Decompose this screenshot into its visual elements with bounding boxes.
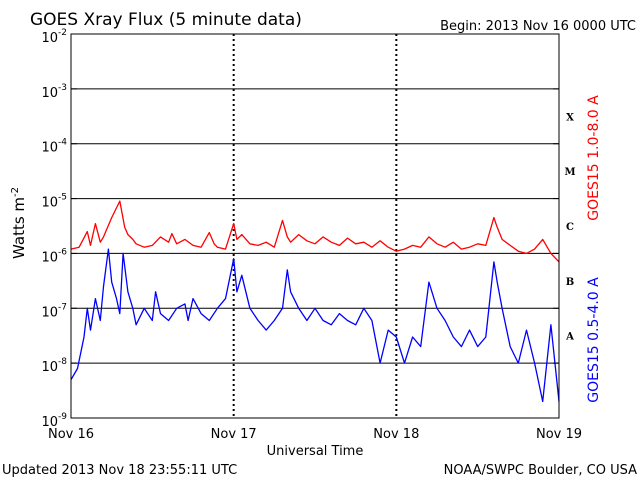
y-tick-mantissa: 10 [41,305,58,320]
y-tick-label: 10-5 [41,193,67,211]
y-tick-label: 10-7 [41,302,67,320]
y-axis-label-exp: -2 [10,187,21,197]
x-tick-label: Nov 16 [48,427,94,442]
y-tick-exponent: -4 [58,138,67,148]
y-tick-mantissa: 10 [41,250,58,265]
x-tick-labels: Nov 16 Nov 17 Nov 18 Nov 19 [48,427,582,442]
y-tick-exponent: -7 [58,302,67,312]
y-tick-mantissa: 10 [41,141,58,156]
grid-lines [71,34,559,418]
flare-class-label: B [566,277,574,288]
y-tick-exponent: -8 [58,357,67,367]
y-tick-label: 10-6 [41,247,67,265]
y-tick-label: 10-4 [41,138,67,156]
y-tick-label: 10-3 [41,83,67,101]
begin-label: Begin: 2013 Nov 16 0000 UTC [440,19,636,34]
series-layer [70,200,560,403]
x-tick-label: Nov 19 [536,427,582,442]
y-axis-label: Watts m-2 [10,187,28,259]
y-tick-labels: 10-910-810-710-610-510-410-310-2 [41,28,559,430]
y-tick-exponent: -6 [58,247,67,257]
y-tick-label: 10-2 [41,28,67,46]
y-tick-mantissa: 10 [41,86,58,101]
x-tick-label: Nov 18 [373,427,419,442]
flare-class-label: M [564,167,575,178]
legend-series-1: GOES15 1.0-8.0 A [586,95,602,221]
y-tick-mantissa: 10 [41,415,58,430]
y-tick-label: 10-8 [41,357,67,375]
y-tick-mantissa: 10 [41,31,58,46]
y-tick-exponent: -9 [58,412,67,422]
y-tick-exponent: -3 [58,83,67,93]
y-axis-label-base: Watts m [10,197,28,259]
flare-class-label: X [566,112,574,123]
footer-credit: NOAA/SWPC Boulder, CO USA [444,463,637,478]
flare-class-label: A [565,332,574,343]
series-line-2 [70,248,560,403]
chart-title: GOES Xray Flux (5 minute data) [30,10,302,30]
series-line-1 [70,200,560,263]
legend-series-2: GOES15 0.5-4.0 A [586,277,602,403]
flare-class-label: C [566,222,574,233]
footer-updated: Updated 2013 Nov 18 23:55:11 UTC [2,463,237,478]
x-tick-label: Nov 17 [211,427,257,442]
y-tick-label: 10-9 [41,412,67,430]
plot-frame [70,33,560,419]
y-tick-exponent: -5 [58,193,67,203]
flare-class-labels: X M C B A [564,112,575,342]
y-tick-mantissa: 10 [41,196,58,211]
y-tick-mantissa: 10 [41,360,58,375]
x-axis-label: Universal Time [267,444,364,459]
y-tick-exponent: -2 [58,28,67,38]
